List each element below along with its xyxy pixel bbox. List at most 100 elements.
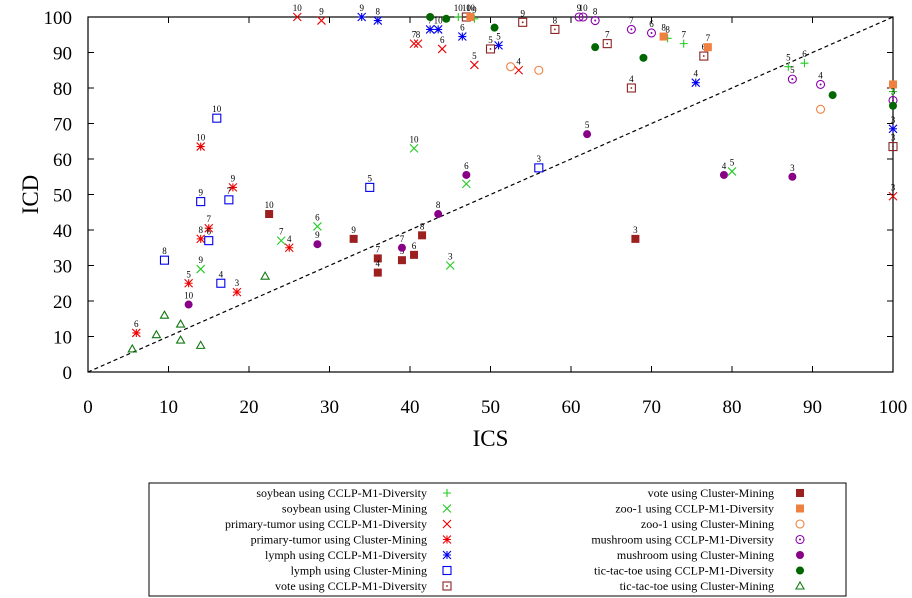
data-point bbox=[495, 41, 503, 49]
x-tick-label: 10 bbox=[159, 397, 178, 418]
legend-item: primary-tumor using Cluster-Mining bbox=[251, 533, 451, 547]
data-point bbox=[418, 231, 426, 239]
point-label: 3 bbox=[537, 154, 542, 164]
legend-marker bbox=[443, 551, 451, 559]
data-point bbox=[603, 40, 611, 48]
point-label: 7 bbox=[681, 30, 686, 40]
data-point bbox=[627, 84, 635, 92]
point-label: 5 bbox=[488, 35, 493, 45]
point-label: 5 bbox=[496, 31, 501, 41]
legend-label: vote using Cluster-Mining bbox=[648, 486, 774, 500]
data-point bbox=[358, 13, 366, 21]
data-point bbox=[788, 75, 796, 83]
point-label: 4 bbox=[516, 56, 521, 66]
data-point bbox=[213, 114, 221, 122]
data-point bbox=[648, 29, 656, 37]
y-tick-label: 20 bbox=[53, 292, 72, 313]
y-tick-label: 50 bbox=[53, 186, 72, 207]
data-point bbox=[639, 54, 647, 62]
data-point bbox=[426, 25, 434, 33]
data-points: 1098756106769351097865431097845369871065… bbox=[128, 3, 897, 352]
data-point bbox=[197, 341, 205, 348]
y-tick-label: 40 bbox=[53, 221, 72, 242]
data-point bbox=[720, 171, 728, 179]
point-label: 10 bbox=[265, 200, 275, 210]
point-label: 5 bbox=[186, 269, 191, 279]
data-point bbox=[515, 66, 523, 74]
point-label: 7 bbox=[227, 186, 232, 196]
data-point bbox=[410, 40, 418, 48]
point-label: 8 bbox=[376, 7, 381, 17]
data-point bbox=[631, 235, 639, 243]
point-label: 3 bbox=[633, 225, 638, 235]
data-point bbox=[225, 196, 233, 204]
point-label: 10 bbox=[410, 134, 420, 144]
y-axis-title: ICD bbox=[18, 175, 43, 215]
point-label: 6 bbox=[440, 35, 445, 45]
y-tick-label: 70 bbox=[53, 115, 72, 136]
point-label: 6 bbox=[802, 49, 807, 59]
data-point bbox=[454, 13, 462, 21]
data-point bbox=[462, 171, 470, 179]
point-label: 3 bbox=[790, 163, 795, 173]
point-label: 10 bbox=[196, 133, 206, 143]
point-label: 8 bbox=[553, 15, 558, 25]
data-point bbox=[366, 183, 374, 191]
data-point bbox=[217, 279, 225, 287]
point-label: 3 bbox=[448, 252, 453, 262]
x-tick-label: 50 bbox=[481, 397, 500, 418]
point-label: 7 bbox=[376, 244, 381, 254]
legend-label: tic-tac-toe using Cluster-Mining bbox=[620, 579, 774, 593]
data-point bbox=[434, 25, 442, 33]
point-label: 6 bbox=[134, 319, 139, 329]
point-label: 6 bbox=[412, 241, 417, 251]
legend-label: soybean using CCLP-M1-Diversity bbox=[256, 486, 427, 500]
point-label: 3 bbox=[891, 182, 896, 192]
data-point bbox=[829, 91, 837, 99]
point-label: 7 bbox=[706, 33, 711, 43]
point-label: 10 bbox=[579, 3, 589, 13]
data-point bbox=[233, 288, 241, 296]
data-point bbox=[177, 320, 185, 327]
legend-label: lymph using Cluster-Mining bbox=[291, 564, 427, 578]
data-point bbox=[374, 269, 382, 277]
x-tick-label: 80 bbox=[723, 397, 742, 418]
point-label: 9 bbox=[231, 173, 236, 183]
legend-item: lymph using Cluster-Mining bbox=[291, 564, 451, 578]
legend-label: lymph using CCLP-M1-Diversity bbox=[265, 548, 427, 562]
point-label: 5 bbox=[730, 157, 735, 167]
data-point bbox=[591, 17, 599, 25]
y-tick-label: 30 bbox=[53, 257, 72, 278]
x-tick-label: 70 bbox=[642, 397, 661, 418]
data-point bbox=[410, 144, 418, 152]
data-point bbox=[285, 244, 293, 252]
point-label: 8 bbox=[661, 23, 666, 33]
legend-label: zoo-1 using CCLP-M1-Diversity bbox=[615, 502, 774, 516]
data-point bbox=[197, 143, 205, 151]
point-label: 8 bbox=[593, 7, 598, 17]
data-point bbox=[466, 13, 474, 21]
legend-marker bbox=[796, 567, 804, 575]
point-label: 7 bbox=[629, 15, 634, 25]
axes bbox=[88, 17, 893, 372]
data-point bbox=[197, 198, 205, 206]
y-tick-label: 60 bbox=[53, 150, 72, 171]
point-label: 6 bbox=[649, 19, 654, 29]
point-label: 9 bbox=[198, 255, 203, 265]
x-tick-label: 90 bbox=[803, 397, 822, 418]
data-point bbox=[507, 63, 515, 71]
point-label: 8 bbox=[162, 246, 167, 256]
x-tick-label: 100 bbox=[879, 397, 908, 418]
data-point bbox=[261, 272, 269, 279]
x-axis-title: ICS bbox=[473, 426, 509, 451]
point-label: 4 bbox=[287, 234, 292, 244]
point-label: 6 bbox=[460, 23, 465, 33]
data-point bbox=[350, 235, 358, 243]
legend-marker bbox=[443, 536, 451, 544]
reference-diagonal bbox=[88, 17, 893, 372]
point-label: 9 bbox=[520, 8, 525, 18]
data-point bbox=[446, 262, 454, 270]
legend-label: zoo-1 using Cluster-Mining bbox=[641, 517, 774, 531]
data-point bbox=[128, 345, 136, 352]
